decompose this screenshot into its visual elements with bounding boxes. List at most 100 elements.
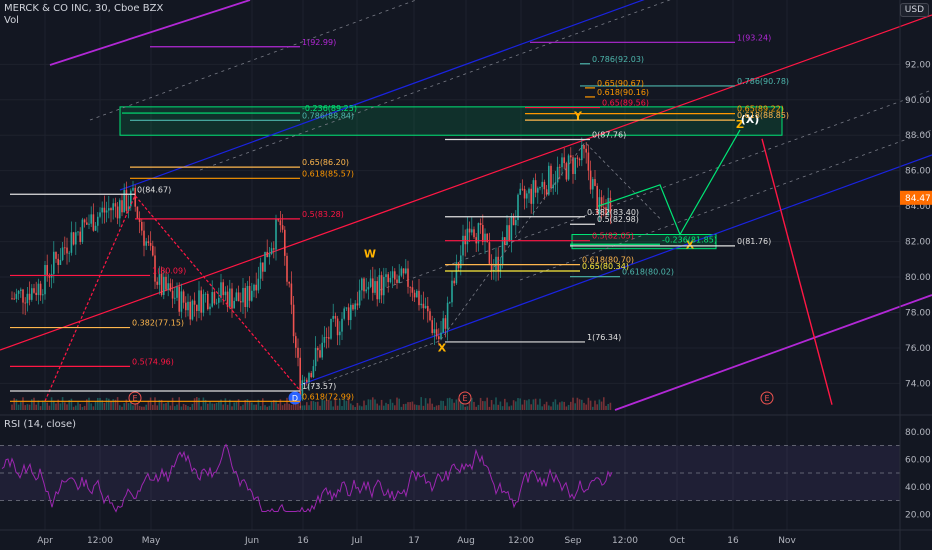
currency-button[interactable]: USD [899, 3, 929, 17]
rsi-legend[interactable]: RSI (14, close) [4, 419, 77, 430]
volume-bar [44, 402, 46, 410]
volume-bar [187, 406, 189, 410]
volume-bar [317, 401, 319, 410]
candle-body [264, 251, 266, 272]
volume-bar [114, 399, 117, 410]
wave-label: Y [573, 109, 583, 122]
price-tick-label: 90.00 [905, 96, 931, 106]
candle-body [567, 155, 570, 180]
candle-body [479, 223, 482, 225]
candle-body [242, 287, 244, 303]
volume-bar [587, 397, 590, 410]
candle-body [286, 255, 288, 282]
candle-body [495, 256, 497, 270]
volume-bar [277, 403, 279, 410]
volume-bar [572, 397, 574, 410]
volume-bar [449, 397, 451, 410]
candle-body [156, 281, 158, 285]
candle-body [380, 275, 383, 296]
candle-body [180, 291, 183, 312]
candle-body [435, 329, 438, 337]
volume-label[interactable]: Vol [4, 15, 19, 26]
time-tick-label: Sep [565, 536, 582, 546]
volume-bar [578, 399, 581, 410]
candle-body [211, 292, 213, 307]
candle-body [398, 275, 400, 283]
current-price-label: 84.47 [905, 194, 931, 204]
candle-body [46, 265, 48, 277]
candle-body [108, 208, 110, 211]
wave-label: Z [736, 118, 744, 131]
candle-body [350, 304, 352, 321]
candle-body [116, 206, 119, 219]
candle-body [389, 277, 392, 283]
volume-bar [501, 406, 504, 410]
volume-bar [290, 404, 293, 410]
candle-body [255, 284, 257, 291]
candle-body [20, 289, 22, 291]
candle-body [99, 212, 101, 217]
volume-bar [438, 405, 440, 410]
volume-bar [446, 398, 449, 410]
symbol-title[interactable]: MERCK & CO INC, 30, Cboe BZX [4, 3, 164, 14]
candle-body [273, 248, 275, 250]
volume-bar [369, 399, 372, 410]
candle-body [138, 218, 141, 222]
candle-body [334, 316, 337, 319]
candle-body [114, 203, 117, 207]
volume-bar [53, 400, 55, 410]
volume-bar [72, 406, 75, 410]
trend-channels [0, 0, 932, 411]
volume-bar [493, 404, 495, 410]
volume-bar [83, 405, 86, 410]
volume-bar [374, 399, 376, 410]
candle-body [367, 286, 370, 290]
fib-level-label: -0.236(81.85) [662, 235, 717, 244]
volume-bar [486, 397, 488, 410]
candle-body [163, 276, 165, 295]
candle-body [526, 193, 528, 199]
volume-bar [70, 398, 73, 410]
volume-bar [499, 401, 502, 410]
volume-bar [134, 401, 136, 410]
candle-body [576, 157, 579, 159]
volume-bar [169, 405, 172, 410]
volume-bar [389, 399, 392, 410]
candle-body [24, 302, 26, 304]
volume-bar [455, 399, 458, 410]
volume-bar [488, 406, 491, 410]
volume-bar [180, 406, 183, 410]
volume-bar [444, 405, 447, 410]
candle-body [158, 273, 161, 285]
candle-body [490, 263, 493, 271]
volume-bar [482, 401, 484, 410]
volume-bar [565, 406, 568, 410]
volume-bar [407, 402, 409, 410]
volume-bar [295, 399, 297, 410]
volume-bar [141, 406, 143, 410]
volume-bar [603, 397, 605, 410]
candle-body [545, 189, 548, 195]
candle-body [35, 292, 37, 296]
candle-body [149, 243, 152, 246]
candle-body [218, 297, 220, 303]
volume-bar [24, 405, 26, 410]
volume-bar [466, 406, 469, 410]
volume-bar [433, 406, 436, 410]
volume-bar [224, 398, 227, 410]
rsi-tick-label: 80.00 [905, 428, 931, 438]
candle-body [466, 228, 469, 245]
candle-body [44, 265, 46, 295]
volume-bar [17, 404, 20, 410]
volume-bar [396, 397, 398, 410]
candle-body [37, 283, 40, 296]
candle-body [288, 281, 290, 284]
candlestick-series [11, 137, 612, 409]
volume-bar [75, 405, 77, 410]
volume-bar [413, 404, 416, 410]
candle-body [468, 228, 471, 233]
candle-body [453, 280, 455, 284]
volume-bar [213, 403, 216, 410]
fib-level-label: 1(80.09) [152, 266, 186, 275]
